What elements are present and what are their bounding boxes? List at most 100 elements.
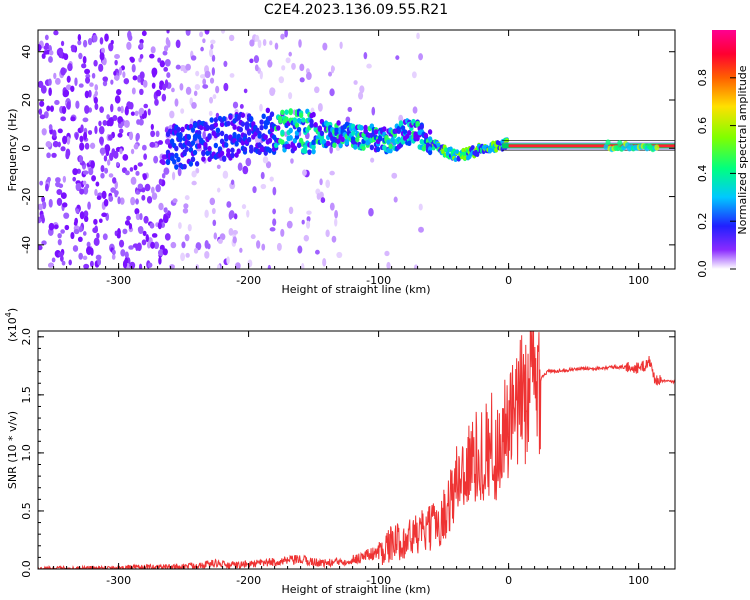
spectrogram-cell bbox=[102, 80, 108, 87]
spectrogram-cell bbox=[102, 233, 108, 241]
spectrogram-cell bbox=[111, 254, 116, 260]
spectrogram-cell bbox=[158, 249, 164, 257]
spectrogram-track-cell bbox=[269, 111, 275, 118]
spectrogram-cell bbox=[147, 262, 153, 268]
spectrogram-cell bbox=[94, 125, 98, 135]
spectrogram-cell bbox=[130, 111, 135, 116]
spectrogram-cell bbox=[39, 114, 46, 120]
spectrogram-cell bbox=[83, 263, 90, 269]
spectrogram-cell bbox=[62, 90, 69, 98]
spectrogram-cell bbox=[48, 78, 52, 86]
spectrogram-cell bbox=[61, 106, 67, 114]
spectrogram-track-cell bbox=[307, 149, 312, 155]
spectrogram-cell bbox=[412, 106, 418, 114]
spectrogram-cell bbox=[416, 32, 420, 40]
spectrogram-cell bbox=[91, 175, 97, 182]
spectrogram-cell bbox=[89, 260, 94, 268]
spectrogram-cell bbox=[139, 42, 144, 49]
spectrogram-cell bbox=[128, 131, 134, 141]
spectrogram-cell bbox=[229, 73, 235, 78]
spectrogram-cell bbox=[87, 130, 93, 135]
spectrogram-cell bbox=[260, 183, 267, 190]
spectrogram-track-cell bbox=[388, 143, 393, 150]
spectrogram-cell bbox=[281, 65, 286, 71]
spectrogram-cell bbox=[102, 120, 108, 126]
spectrogram-cell bbox=[265, 161, 272, 169]
spectrogram-cell bbox=[72, 168, 79, 176]
spectrogram-track-cell bbox=[165, 158, 171, 165]
spectrogram-cell bbox=[267, 264, 272, 269]
spectrogram-cell bbox=[79, 188, 85, 195]
spectrogram-cell bbox=[242, 165, 249, 175]
spectrogram-cell bbox=[142, 230, 147, 237]
spectrogram-cell bbox=[151, 82, 156, 89]
spectrogram-cell bbox=[301, 263, 305, 269]
spectrogram-cell bbox=[177, 167, 182, 177]
spectrogram-cell bbox=[82, 39, 88, 48]
spectrogram-cell bbox=[75, 208, 80, 214]
spectrogram-cell bbox=[108, 173, 114, 178]
spectrogram-cell bbox=[41, 240, 47, 246]
spectrogram-cell bbox=[73, 221, 78, 226]
spectrogram-cell bbox=[262, 38, 267, 47]
spectrogram-track-cell bbox=[280, 129, 285, 136]
snr-y-tick-label: 1.0 bbox=[20, 444, 33, 462]
spectrogram-cell bbox=[60, 229, 65, 234]
spectrogram-track-cell bbox=[603, 143, 609, 150]
spectrogram-cell bbox=[137, 226, 142, 232]
spectrogram-cell bbox=[190, 55, 197, 61]
spectrogram-track-cell bbox=[219, 121, 225, 128]
spectrogram-cell bbox=[158, 178, 163, 186]
spectrogram-cell bbox=[138, 263, 143, 269]
spectrogram-cell bbox=[87, 38, 93, 46]
spectrogram-cell bbox=[142, 80, 148, 88]
spectrogram-cell bbox=[143, 110, 148, 119]
spectrogram-cell bbox=[136, 242, 142, 252]
spectrogram-cell bbox=[191, 101, 197, 109]
spectrogram-cell bbox=[123, 78, 130, 85]
spectrogram-cell bbox=[158, 83, 164, 91]
spectrogram-cell bbox=[129, 167, 134, 172]
spectrogram-cell bbox=[162, 50, 168, 56]
spectrogram-cell bbox=[153, 155, 159, 164]
spectrogram-cell bbox=[331, 235, 337, 243]
spectrogram-track-cell bbox=[257, 133, 262, 139]
spectrogram-track-cell bbox=[186, 134, 191, 140]
spectrogram-cell bbox=[228, 227, 234, 236]
spectrogram-cell bbox=[70, 116, 76, 122]
spectrogram-track-cell bbox=[276, 125, 281, 131]
spectrogram-cell bbox=[163, 167, 170, 175]
spectrogram-cell bbox=[180, 252, 186, 262]
spectrogram-cell bbox=[120, 249, 126, 257]
spectrogram-cell bbox=[129, 101, 134, 110]
spectrogram-cell bbox=[245, 157, 252, 167]
spectrogram-cell bbox=[57, 232, 62, 239]
spectrogram-cell bbox=[175, 64, 181, 70]
spectrogram-cell bbox=[298, 39, 302, 48]
spectrogram-track-cell bbox=[284, 116, 289, 123]
spectrogram-cell bbox=[139, 39, 144, 44]
spectrogram-cell bbox=[146, 196, 153, 204]
spectrogram-track-cell bbox=[194, 161, 200, 167]
spectrogram-cell bbox=[135, 198, 139, 205]
spectrogram-cell bbox=[158, 256, 162, 265]
spectrogram-track-cell bbox=[288, 108, 293, 114]
spectrogram-cell bbox=[149, 53, 155, 59]
spectrogram-cell bbox=[219, 233, 226, 241]
spectrogram-cell bbox=[92, 34, 98, 43]
spectrogram-cell bbox=[182, 208, 189, 214]
spectrogram-track-cell bbox=[407, 129, 412, 136]
spectrogram-cell bbox=[130, 148, 135, 155]
spectrogram-cell bbox=[204, 251, 210, 259]
spectrogram-cell bbox=[246, 209, 250, 218]
spectrogram-track-cell bbox=[265, 107, 271, 114]
spectrogram-cell bbox=[95, 181, 100, 187]
spectrogram-cell bbox=[153, 241, 160, 250]
spectrogram-cell bbox=[111, 148, 116, 157]
spectrogram-cell bbox=[124, 170, 130, 176]
spectrogram-cell bbox=[371, 106, 376, 116]
spectrogram-cell bbox=[136, 119, 141, 125]
spectrogram-track-cell bbox=[363, 124, 368, 131]
spectrogram-track-cell bbox=[178, 136, 183, 143]
spectrogram-cell bbox=[79, 211, 85, 220]
